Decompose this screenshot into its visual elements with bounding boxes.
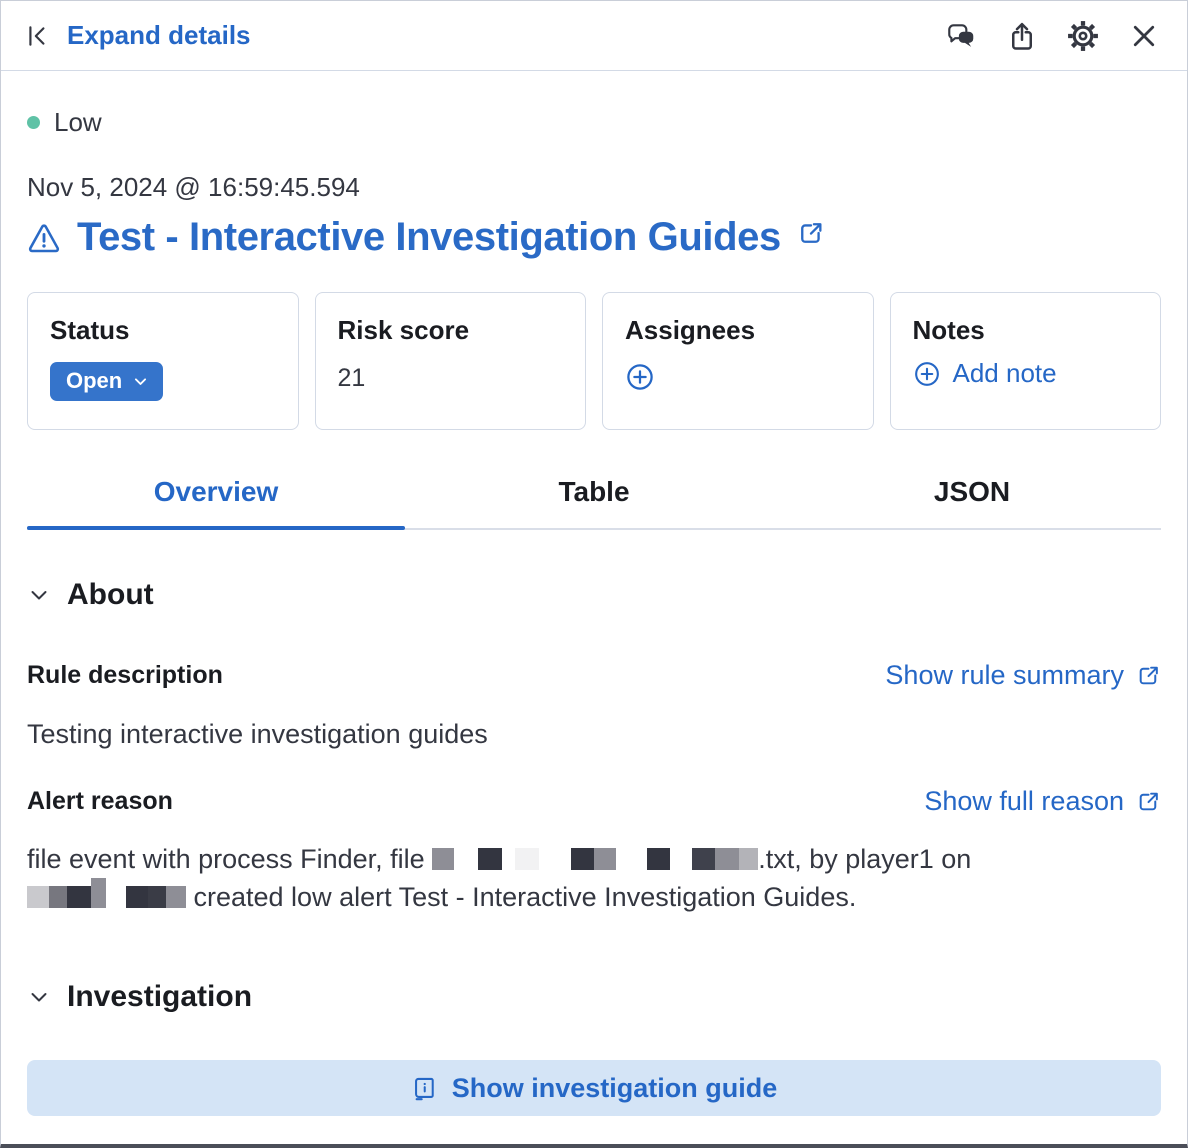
redacted-block	[49, 886, 67, 908]
share-icon[interactable]	[1007, 21, 1037, 51]
investigation-heading: Investigation	[67, 980, 253, 1013]
status-card-label: Status	[50, 315, 130, 345]
tab-json[interactable]: JSON	[783, 460, 1161, 528]
tab-bar: Overview Table JSON	[27, 460, 1161, 530]
alert-reason-segment: file event with process Finder, file	[27, 844, 433, 874]
risk-score-label: Risk score	[337, 315, 470, 345]
discuss-icon[interactable]	[945, 20, 977, 52]
show-full-reason-label: Show full reason	[924, 786, 1124, 816]
alert-reason-segment: .txt, by player1 on	[758, 844, 972, 874]
redacted-block	[166, 886, 186, 908]
redacted-block	[478, 848, 503, 870]
show-investigation-guide-button[interactable]: Show investigation guide	[27, 1060, 1161, 1116]
chevron-down-icon	[27, 583, 51, 607]
summary-cards: Status Open Risk score 21 Assignees	[27, 292, 1161, 430]
redacted-block	[692, 848, 716, 870]
notes-label: Notes	[912, 315, 985, 345]
redacted-block	[739, 848, 759, 870]
redacted-block	[148, 886, 166, 908]
book-icon	[411, 1075, 438, 1102]
expand-details-label: Expand details	[67, 20, 251, 50]
status-badge-label: Open	[66, 368, 123, 393]
investigation-section-toggle[interactable]: Investigation	[27, 980, 1161, 1014]
severity-row: Low	[27, 107, 1161, 138]
alert-title-link[interactable]: Test - Interactive Investigation Guides	[77, 215, 781, 259]
rule-description-label: Rule description	[27, 661, 223, 689]
open-rule-popout-icon[interactable]	[797, 219, 825, 247]
header-actions	[945, 20, 1159, 52]
gear-icon[interactable]	[1067, 20, 1099, 52]
assignees-label: Assignees	[625, 315, 756, 345]
redacted-block	[515, 848, 540, 870]
tab-overview[interactable]: Overview	[27, 460, 405, 530]
redacted-block	[126, 886, 148, 908]
add-assignee-button[interactable]	[625, 362, 655, 392]
redacted-block	[571, 848, 595, 870]
rule-description-text: Testing interactive investigation guides	[27, 719, 488, 749]
add-note-button[interactable]: Add note	[913, 358, 1057, 389]
risk-score-card: Risk score 21	[314, 292, 586, 430]
show-full-reason-link[interactable]: Show full reason	[924, 786, 1161, 817]
severity-label: Low	[54, 107, 102, 137]
popout-icon	[1136, 789, 1161, 814]
chevron-down-icon	[27, 985, 51, 1009]
popout-icon	[1136, 663, 1161, 688]
alert-reason-row: Alert reason Show full reason	[27, 786, 1161, 817]
alert-title-row: Test - Interactive Investigation Guides	[27, 215, 1161, 260]
chevron-down-icon	[132, 373, 149, 390]
warning-icon	[27, 221, 61, 255]
rule-description-row: Rule description Show rule summary	[27, 660, 1161, 691]
redacted-block	[67, 886, 91, 908]
flyout-header: Expand details	[1, 1, 1187, 71]
close-icon[interactable]	[1129, 21, 1159, 51]
about-heading: About	[67, 578, 154, 611]
assignees-card: Assignees	[602, 292, 874, 430]
notes-card: Notes Add note	[889, 292, 1161, 430]
plus-circle-icon	[913, 360, 941, 388]
flyout-body: Low Nov 5, 2024 @ 16:59:45.594 Test - In…	[1, 107, 1187, 1116]
show-rule-summary-link[interactable]: Show rule summary	[885, 660, 1161, 691]
status-card: Status Open	[27, 292, 299, 430]
alert-reason-line: created low alert Test - Interactive Inv…	[27, 878, 1161, 916]
alert-reason-segment: created low alert Test - Interactive Inv…	[186, 882, 857, 912]
redacted-block	[715, 848, 740, 870]
alert-reason-label: Alert reason	[27, 787, 173, 815]
status-badge[interactable]: Open	[50, 362, 164, 401]
severity-dot-icon	[27, 116, 40, 129]
arrow-start-icon	[25, 23, 51, 49]
about-section-toggle[interactable]: About	[27, 578, 1161, 612]
show-investigation-guide-label: Show investigation guide	[451, 1072, 778, 1103]
alert-timestamp: Nov 5, 2024 @ 16:59:45.594	[27, 172, 360, 202]
redacted-block	[91, 878, 106, 908]
redacted-block	[432, 848, 455, 870]
alert-reason-text: file event with process Finder, file .tx…	[27, 841, 1161, 916]
redacted-block	[27, 886, 49, 908]
show-rule-summary-label: Show rule summary	[885, 660, 1124, 690]
expand-details-button[interactable]: Expand details	[25, 20, 251, 51]
add-note-label: Add note	[952, 358, 1057, 388]
redacted-content	[27, 878, 186, 912]
redacted-content	[432, 844, 759, 874]
alert-reason-line: file event with process Finder, file .tx…	[27, 841, 1161, 878]
risk-score-value: 21	[337, 364, 366, 392]
tab-table[interactable]: Table	[405, 460, 783, 528]
redacted-block	[647, 848, 671, 870]
redacted-block	[594, 848, 617, 870]
